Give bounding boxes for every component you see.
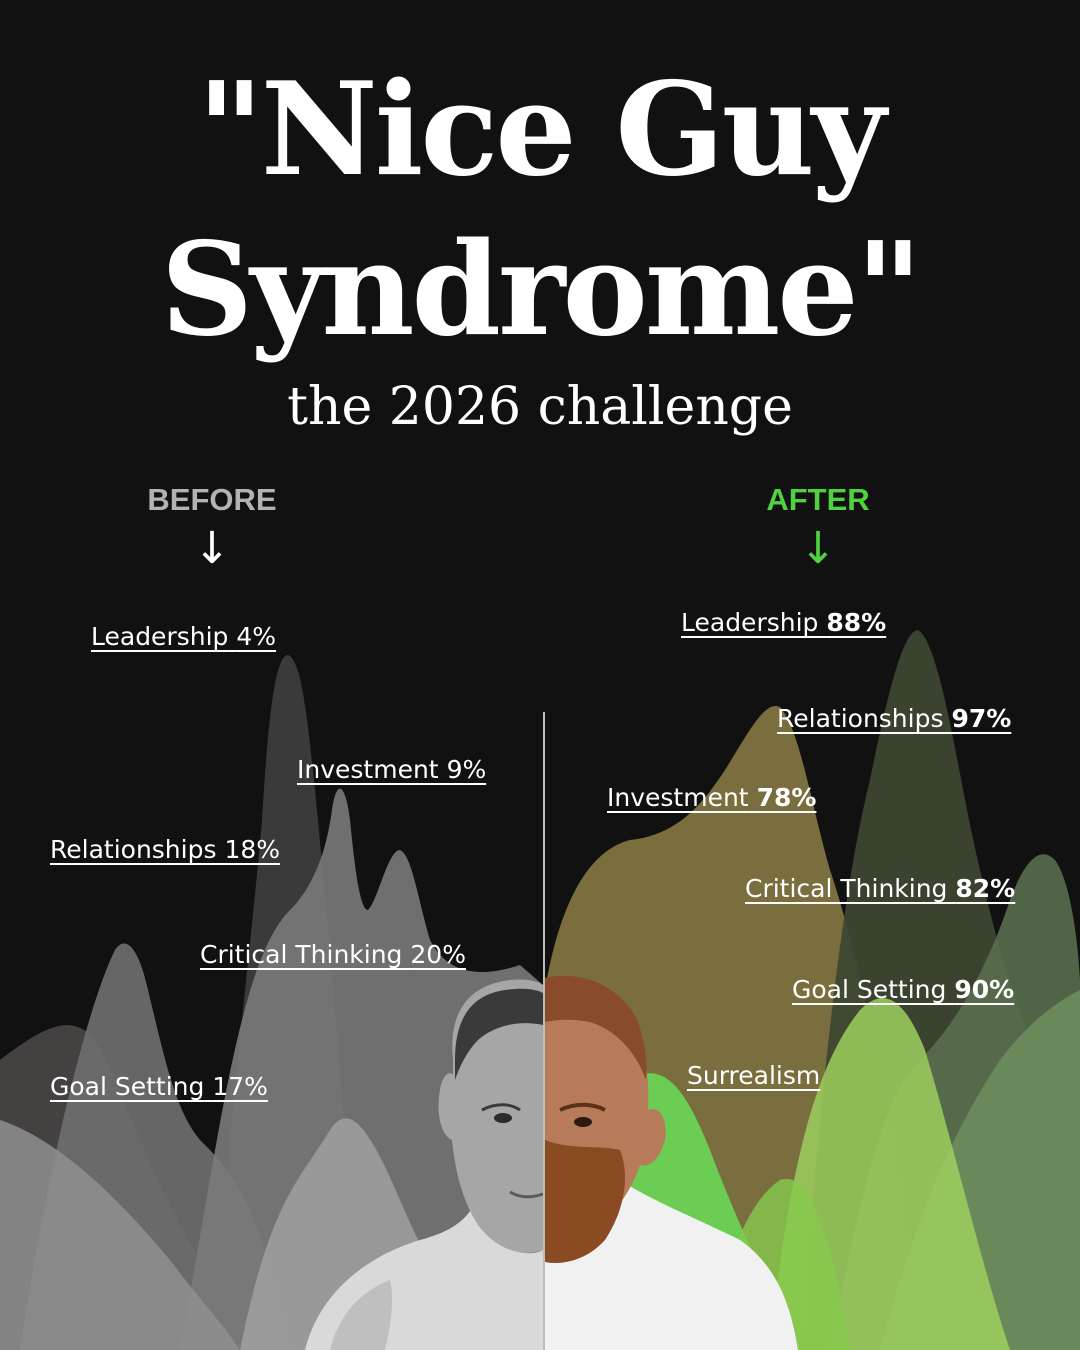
before-label-leadership: Leadership 4% bbox=[91, 622, 277, 651]
title-line-1: "Nice Guy bbox=[197, 55, 886, 205]
before-label-critical-thinking: Critical Thinking 20% bbox=[200, 940, 466, 969]
after-label-surrealism: Surrealism bbox=[687, 1061, 821, 1090]
after-peaks bbox=[545, 630, 1080, 1350]
before-label-goal-setting: Goal Setting 17% bbox=[50, 1072, 268, 1101]
after-arrow-icon: ↓ bbox=[799, 523, 837, 574]
after-label-relationships: Relationships 97% bbox=[777, 704, 1012, 733]
subtitle: the 2026 challenge bbox=[287, 377, 793, 437]
before-portrait-half bbox=[305, 979, 544, 1350]
after-label-investment: Investment 78% bbox=[607, 783, 817, 812]
after-heading: AFTER bbox=[766, 482, 870, 517]
before-label-relationships: Relationships 18% bbox=[50, 835, 281, 864]
before-arrow-icon: ↓ bbox=[193, 523, 231, 574]
before-peaks bbox=[0, 655, 543, 1350]
after-label-goal-setting: Goal Setting 90% bbox=[792, 975, 1015, 1004]
title-line-2: Syndrome" bbox=[160, 215, 923, 365]
before-after-divider bbox=[543, 712, 545, 1350]
before-label-investment: Investment 9% bbox=[297, 755, 487, 784]
after-label-leadership: Leadership 88% bbox=[681, 608, 887, 637]
after-portrait-half bbox=[545, 975, 798, 1350]
before-heading: BEFORE bbox=[147, 482, 277, 517]
after-label-critical-thinking: Critical Thinking 82% bbox=[745, 874, 1016, 903]
